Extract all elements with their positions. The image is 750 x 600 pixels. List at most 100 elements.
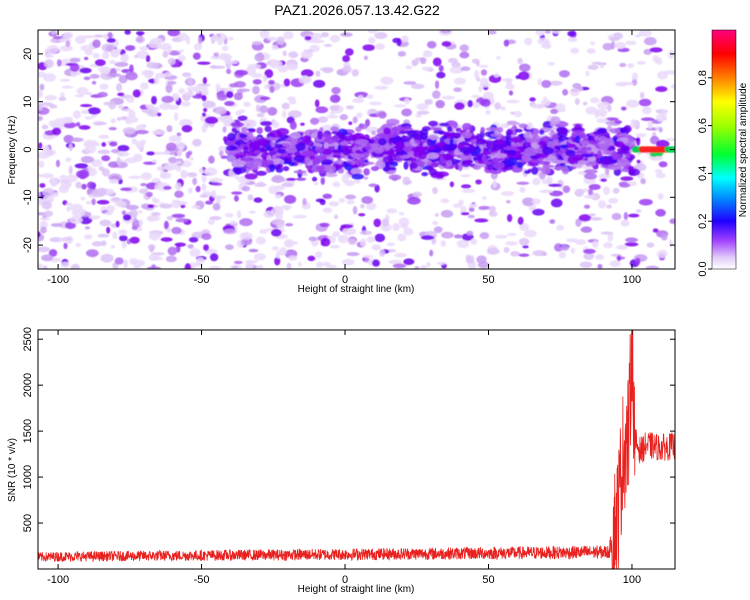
spectrogram-cell <box>128 109 136 119</box>
spectrogram-cell <box>403 227 414 236</box>
spectrogram-cell <box>574 239 587 246</box>
spectrogram-cell <box>219 150 224 157</box>
spectrogram-cell <box>359 158 366 166</box>
spectrogram-cell <box>68 165 73 175</box>
x-tick-label: 0 <box>342 274 348 286</box>
spectrogram-cell <box>506 214 513 223</box>
spectrogram-cell <box>656 139 670 149</box>
spectrogram-cell <box>522 245 529 249</box>
spectrogram-cell <box>558 121 569 127</box>
spectrogram-cell <box>559 162 566 167</box>
spectrogram-cell <box>40 102 54 107</box>
spectrogram-cell <box>392 223 400 232</box>
spectrogram-cell <box>400 35 409 43</box>
spectrogram-cell <box>588 183 601 191</box>
spectrogram-cell <box>454 132 461 139</box>
spectrogram-cell <box>620 106 627 111</box>
spectrogram-cell <box>424 98 433 105</box>
spectrogram-cell <box>225 145 238 151</box>
spectrogram-cell <box>426 166 435 171</box>
spectrogram-cell <box>454 163 459 170</box>
colorbar-tick-label: 0.4 <box>697 166 709 181</box>
y-tick-label: 500 <box>22 514 34 532</box>
spectrogram-cell <box>455 127 462 133</box>
spectrogram-cell <box>85 91 93 96</box>
spectrogram-cell <box>100 240 107 247</box>
spectrogram-cell <box>109 59 117 65</box>
spectrogram-cell <box>392 263 407 269</box>
spectrogram-cell <box>478 85 483 93</box>
spectrogram-cell <box>616 244 628 250</box>
spectrogram-cell <box>505 133 512 142</box>
spectrogram-cell <box>436 171 449 177</box>
spectrogram-cell <box>243 101 251 108</box>
spectrogram-cell <box>268 80 275 85</box>
spectrogram-cell <box>192 138 202 147</box>
spectrogram-cell <box>501 78 514 82</box>
spectrogram-cell <box>316 147 325 153</box>
spectrogram-cell <box>215 83 221 93</box>
spectrogram-cell <box>372 259 380 267</box>
spectrogram-cell <box>301 150 314 157</box>
spectrogram-cell <box>224 212 234 218</box>
spectrogram-cell <box>559 144 568 149</box>
spectrogram-cell <box>85 249 99 258</box>
spectrogram-cell <box>634 34 642 38</box>
spectrogram-cell <box>51 127 62 136</box>
spectrogram-cell <box>562 89 569 96</box>
spectrogram-cell <box>491 157 501 163</box>
spectrogram-cell <box>538 160 551 165</box>
spectrogram-cell <box>271 218 285 226</box>
spectrogram-cell <box>607 164 622 171</box>
spectrogram-cell <box>320 158 333 165</box>
spectrogram-cell <box>108 100 117 110</box>
spectrogram-cell <box>380 76 394 85</box>
spectrogram-cell <box>99 219 112 227</box>
spectrogram-cell <box>541 99 551 107</box>
spectrogram-cell <box>447 126 453 133</box>
spectrogram-cell <box>350 160 356 165</box>
spectrogram-cell <box>506 121 521 126</box>
spectrogram-cell <box>308 236 318 242</box>
spectrogram-cell <box>38 102 43 112</box>
spectrogram-cell <box>156 112 162 117</box>
spectrogram-cell <box>631 72 639 81</box>
spectrogram-cell <box>298 76 312 84</box>
spectrogram-cell <box>439 122 450 127</box>
spectrogram-cell <box>396 38 402 47</box>
spectrogram-cell <box>275 143 283 149</box>
spectrogram-cell <box>63 134 74 144</box>
spectrogram-cell <box>420 264 428 269</box>
spectrogram-cell <box>537 37 550 45</box>
spectrogram-cell <box>147 216 155 222</box>
spectrogram-cell <box>140 182 147 187</box>
spectrogram-cell <box>620 176 634 181</box>
spectrogram-cell <box>43 59 54 69</box>
spectrogram-cell <box>224 60 239 65</box>
spectrogram-cell <box>40 226 47 234</box>
spectrogram-cell <box>280 134 289 140</box>
spectrogram-cell <box>426 152 439 160</box>
spectrogram-cell <box>344 48 354 56</box>
spectrogram-cell <box>579 261 593 268</box>
spectrogram-cell <box>261 159 274 165</box>
spectrogram-cell <box>546 140 555 149</box>
spectrogram-cell <box>151 106 160 112</box>
spectrogram-cell <box>441 95 456 100</box>
spectrogram-cell <box>264 84 269 90</box>
spectrogram-cell <box>443 143 458 150</box>
spectrogram-cell <box>100 253 114 263</box>
spectrogram-cell <box>602 42 614 51</box>
spectrogram-cell <box>479 232 490 240</box>
spectrogram-cell <box>163 220 169 230</box>
spectrogram-cell <box>598 159 613 165</box>
spectrogram-cell <box>116 83 123 92</box>
spectrogram-cell <box>404 146 412 153</box>
spectrogram-cell <box>618 182 631 188</box>
spectrogram-cell <box>368 183 378 188</box>
spectrogram-cell <box>388 259 403 265</box>
spectrogram-cell <box>106 38 116 43</box>
snr-panel: -100 -50 0 50 100 500 1000 1500 2000 2500 Height… <box>7 327 676 595</box>
